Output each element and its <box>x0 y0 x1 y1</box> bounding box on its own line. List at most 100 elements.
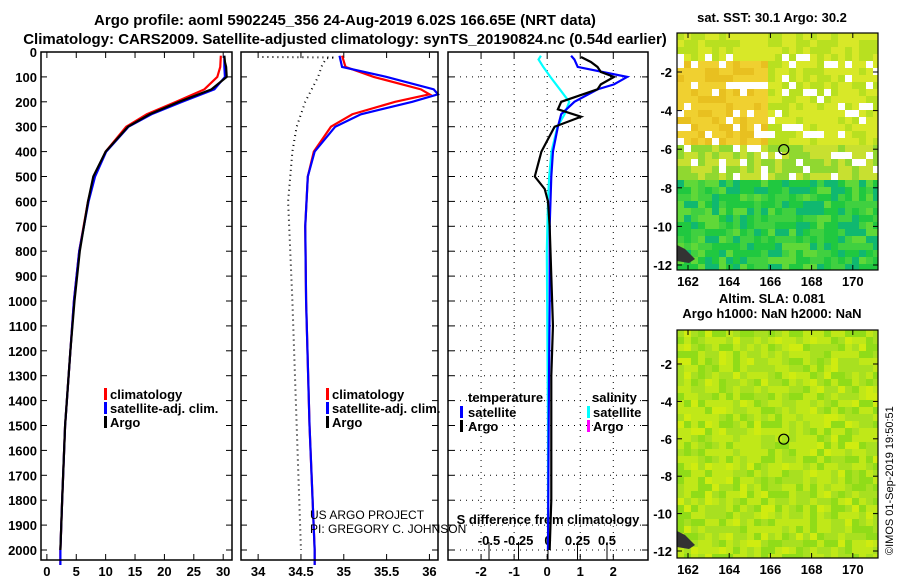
x2-tick-label: 0.25 <box>565 533 590 548</box>
map-cell <box>768 208 775 215</box>
map-cell <box>691 152 698 159</box>
map-cell <box>712 330 719 337</box>
x-tick-label: -1 <box>508 564 520 579</box>
map-cell <box>761 491 768 498</box>
map-cell <box>719 358 726 365</box>
map-cell <box>768 491 775 498</box>
map-cell <box>831 344 838 351</box>
map-cell <box>831 117 838 124</box>
map-cell <box>698 40 705 47</box>
map-cell <box>859 124 866 131</box>
map-cell <box>691 103 698 110</box>
map-cell <box>719 236 726 243</box>
map-cell <box>733 138 740 145</box>
map-cell <box>747 449 754 456</box>
map-cell <box>866 152 873 159</box>
map-cell <box>796 400 803 407</box>
map-cell <box>684 222 691 229</box>
y-tick-label: 1900 <box>8 518 37 533</box>
series-climatology <box>59 55 222 565</box>
map-cell <box>712 138 719 145</box>
map-cell <box>698 264 705 270</box>
map-cell <box>719 264 726 270</box>
map-cell <box>740 456 747 463</box>
map-cell <box>845 264 852 270</box>
map-cell <box>775 470 782 477</box>
map-cell <box>712 477 719 484</box>
x-tick-label: 34 <box>251 564 266 579</box>
map-2: 162 164 166 168 170-2-4-6-8-10-12 <box>653 329 879 577</box>
map-cell <box>705 337 712 344</box>
map-cell <box>747 491 754 498</box>
map-cell <box>719 166 726 173</box>
map-cell <box>873 512 878 519</box>
map-cell <box>740 180 747 187</box>
map-cell <box>789 131 796 138</box>
map-cell <box>817 540 824 547</box>
map-cell <box>691 96 698 103</box>
map-cell <box>698 540 705 547</box>
map-cell <box>698 421 705 428</box>
map-cell <box>817 215 824 222</box>
map-cell <box>733 414 740 421</box>
map-cell <box>803 117 810 124</box>
map-cell <box>740 337 747 344</box>
map-cell <box>859 166 866 173</box>
x-tick-label: -2 <box>475 564 487 579</box>
map-cell <box>733 442 740 449</box>
map-cell <box>852 264 859 270</box>
map-cell <box>789 215 796 222</box>
map-cell <box>859 505 866 512</box>
map-cell <box>789 470 796 477</box>
profile-panel-2: 3434.53535.536salinityclimatologysatelli… <box>240 51 440 580</box>
map-cell <box>810 330 817 337</box>
map-cell <box>698 400 705 407</box>
map-cell <box>852 414 859 421</box>
map-cell <box>817 229 824 236</box>
map-cell <box>726 103 733 110</box>
map-cell <box>754 257 761 264</box>
map-cell <box>719 215 726 222</box>
map-cell <box>789 152 796 159</box>
map-cell <box>733 180 740 187</box>
map-cell <box>754 358 761 365</box>
map-cell <box>712 194 719 201</box>
map-cell <box>684 337 691 344</box>
map-cell <box>838 187 845 194</box>
map-cell <box>831 103 838 110</box>
map-cell <box>817 75 824 82</box>
map-cell <box>719 40 726 47</box>
map-cell <box>796 250 803 257</box>
map-cell <box>831 484 838 491</box>
map-cell <box>803 159 810 166</box>
map-cell <box>761 47 768 54</box>
map-cell <box>803 68 810 75</box>
map-cell <box>817 173 824 180</box>
map-cell <box>866 456 873 463</box>
map-cell <box>747 547 754 554</box>
map-cell <box>866 117 873 124</box>
map-cell <box>747 89 754 96</box>
map-cell <box>789 372 796 379</box>
map-cell <box>726 68 733 75</box>
map-cell <box>803 435 810 442</box>
map-cell <box>789 330 796 337</box>
map-cell <box>768 47 775 54</box>
map-cell <box>712 428 719 435</box>
map-cell <box>810 40 817 47</box>
map-cell <box>810 110 817 117</box>
map-cell <box>789 547 796 554</box>
map-cell <box>789 351 796 358</box>
map-cell <box>768 484 775 491</box>
map-cell <box>691 519 698 526</box>
map-cell <box>761 159 768 166</box>
map-cell <box>761 330 768 337</box>
map-cell <box>866 159 873 166</box>
map-cell <box>698 428 705 435</box>
map-cell <box>852 533 859 540</box>
map-cell <box>831 400 838 407</box>
map-cell <box>859 400 866 407</box>
map-cell <box>859 236 866 243</box>
map-cell <box>747 400 754 407</box>
map-cell <box>705 442 712 449</box>
